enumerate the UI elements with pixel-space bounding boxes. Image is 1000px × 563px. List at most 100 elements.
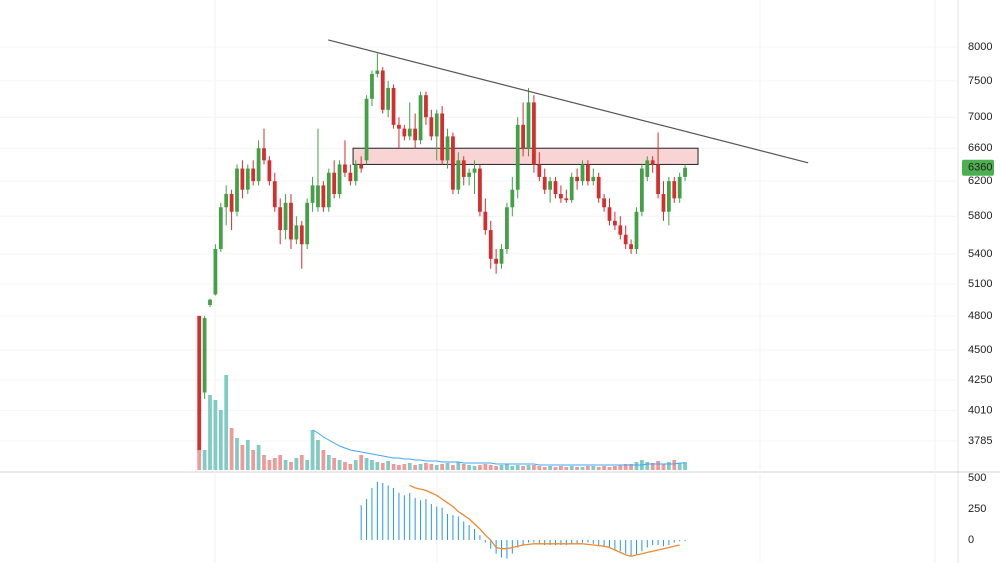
volume-bar [569, 466, 574, 470]
y-tick-label: 5800 [968, 210, 992, 222]
volume-bar [591, 466, 596, 470]
volume-bar [451, 465, 455, 470]
last-price-box [962, 159, 994, 176]
volume-bar [289, 462, 293, 470]
candle-body [224, 194, 229, 208]
volume-bar [666, 462, 671, 470]
volume-bar [343, 462, 347, 470]
candle-body [326, 172, 331, 208]
candle-body [677, 176, 682, 199]
candle-body [580, 164, 585, 182]
candle-body [240, 168, 245, 190]
volume-bar [283, 460, 288, 470]
volume-bar [245, 440, 250, 470]
candle-body [245, 168, 250, 190]
candle-body [467, 172, 472, 177]
candle-body [294, 225, 299, 240]
candle-body [634, 211, 639, 250]
volume-bar [613, 466, 617, 470]
y-tick-label: 6200 [968, 175, 992, 187]
candle-body [564, 198, 569, 201]
candle-body [418, 95, 423, 141]
candle-body [283, 202, 288, 231]
volume-bar [505, 464, 509, 470]
volume-bar [316, 440, 320, 470]
volume-bar [402, 464, 407, 470]
candle-body [656, 164, 660, 195]
y-tick-label: 250 [968, 503, 986, 515]
candle-body [251, 168, 256, 182]
volume-bar [623, 464, 628, 470]
candle-body [305, 202, 310, 245]
volume-bar [553, 467, 558, 470]
candle-body [332, 172, 337, 195]
candle-body [413, 128, 418, 141]
candle-body [532, 102, 536, 165]
candle-body [299, 225, 304, 245]
volume-bar [256, 445, 261, 470]
candle-body [591, 176, 596, 182]
y-tick-label: 5100 [968, 278, 992, 290]
candle-body [218, 207, 223, 250]
last-price-label: 6360 [968, 162, 992, 174]
candle-body [337, 164, 342, 195]
y-tick-label: 4010 [968, 404, 992, 416]
candle-body [272, 181, 277, 208]
volume-bar [515, 465, 520, 470]
volume-bar [650, 463, 655, 470]
y-tick-label: 5400 [968, 248, 992, 260]
volume-bar [370, 460, 374, 470]
volume-bar [510, 466, 515, 470]
y-tick-label: 4800 [968, 310, 992, 322]
candle-body [343, 164, 347, 173]
candle-body [661, 194, 666, 212]
candle-body [380, 70, 385, 110]
y-tick-label: 8000 [968, 41, 992, 53]
volume-bar [607, 467, 612, 470]
volume-bar [494, 466, 499, 470]
y-tick-label: 3785 [968, 435, 992, 447]
volume-bar [429, 464, 434, 470]
volume-bar [521, 466, 526, 470]
candle-body [202, 318, 207, 393]
volume-bar [235, 438, 239, 470]
volume-bar [559, 466, 563, 470]
candle-body [526, 102, 531, 149]
candle-body [397, 124, 401, 129]
volume-bar [645, 462, 650, 470]
candle-body [639, 168, 644, 212]
y-tick-label: 0 [968, 534, 974, 546]
macd-signal-line [409, 484, 680, 557]
volume-bar [483, 464, 488, 470]
candle-body [510, 189, 515, 208]
volume-bar [656, 461, 660, 470]
volume-bar [532, 465, 536, 470]
volume-bar [499, 465, 504, 470]
candle-body [499, 249, 504, 264]
volume-bar [208, 395, 212, 470]
volume-bar [575, 467, 579, 470]
candle-body [402, 128, 407, 137]
candle-body [386, 87, 391, 110]
candle-body [440, 113, 445, 161]
volume-bar [602, 466, 606, 470]
volume-bar [467, 465, 472, 470]
volume-bar [391, 464, 396, 470]
volume-bar [661, 464, 666, 470]
volume-bar [418, 464, 423, 470]
volume-bar [267, 460, 272, 470]
candle-body [488, 230, 493, 259]
y-tick-label: 7500 [968, 75, 992, 87]
volume-bar [424, 463, 428, 470]
candle-body [623, 234, 628, 245]
candle-body [596, 176, 601, 199]
volume-bar [272, 458, 277, 470]
candle-body [505, 207, 509, 250]
volume-bar [537, 466, 542, 470]
candle-body [424, 95, 428, 118]
candle-body [262, 148, 266, 161]
candle-body [607, 207, 612, 221]
volume-bar [278, 455, 283, 470]
volume-bar [240, 445, 245, 470]
volume-bar [542, 467, 547, 470]
